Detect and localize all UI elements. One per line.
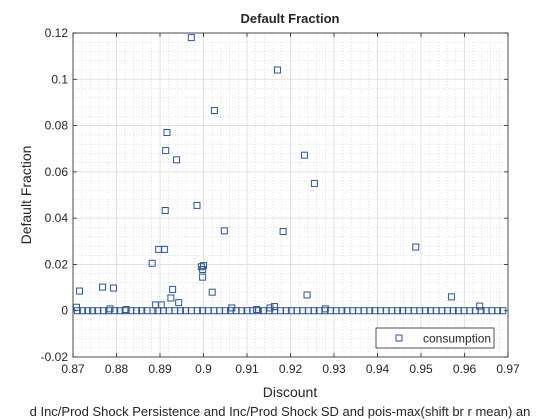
data-point (76, 287, 84, 295)
x-axis-label: Discount (263, 384, 318, 400)
data-point (116, 307, 124, 315)
x-tick-label: 0.9 (195, 362, 212, 376)
y-tick-label: 0.02 (45, 257, 69, 271)
x-tick-label: 0.97 (496, 362, 520, 376)
y-axis-label: Default Fraction (18, 146, 34, 245)
data-point (169, 285, 177, 293)
data-point (99, 283, 107, 291)
data-point (421, 307, 429, 315)
data-point (173, 156, 181, 164)
x-tick-label: 0.94 (366, 362, 390, 376)
data-point (176, 307, 184, 315)
y-tick-label: 0 (61, 304, 68, 318)
y-tick-label: 0.12 (45, 26, 69, 40)
data-point (208, 288, 216, 296)
data-point (160, 245, 168, 253)
x-tick-label: 0.87 (61, 362, 85, 376)
chart-title: Default Fraction (241, 11, 340, 26)
y-tick-label: 0.08 (45, 119, 69, 133)
data-point (99, 307, 107, 315)
data-point (199, 273, 207, 281)
data-point (477, 307, 485, 315)
data-point (163, 129, 171, 137)
data-point (253, 306, 261, 314)
data-point (138, 307, 146, 315)
x-tick-label: 0.95 (409, 362, 433, 376)
y-tick-label: -0.02 (41, 350, 69, 364)
x-tick-label: 0.91 (235, 362, 259, 376)
data-point (366, 307, 374, 315)
data-point (89, 307, 97, 315)
data-point (310, 179, 318, 187)
data-point (300, 151, 308, 159)
data-point (394, 307, 402, 315)
data-point (476, 302, 484, 310)
data-point (161, 207, 169, 215)
data-point (303, 291, 311, 299)
x-tick-label: 0.92 (279, 362, 303, 376)
legend-marker-square (395, 334, 403, 342)
x-tick-label: 0.88 (105, 362, 129, 376)
data-point (162, 147, 170, 155)
data-point (220, 227, 228, 235)
data-point (238, 307, 246, 315)
footer-label: d Inc/Prod Shock Persistence and Inc/Pro… (30, 404, 531, 419)
data-point (84, 307, 92, 315)
data-point (187, 34, 195, 42)
x-tick-label: 0.93 (322, 362, 346, 376)
data-point (270, 303, 278, 311)
y-tick-label: 0.04 (45, 211, 69, 225)
data-point (109, 284, 117, 292)
data-point (199, 266, 207, 274)
data-point (148, 259, 156, 267)
data-point (254, 307, 262, 315)
data-point (412, 243, 420, 251)
x-tick-label: 0.89 (148, 362, 172, 376)
data-point (149, 307, 157, 315)
data-point (310, 307, 318, 315)
data-point (200, 262, 207, 270)
data-point (494, 307, 502, 315)
data-point (273, 66, 281, 74)
x-tick-label: 0.96 (453, 362, 477, 376)
data-point (221, 307, 229, 315)
legend-box (375, 327, 495, 349)
y-tick-label: 0.06 (45, 165, 69, 179)
data-point (106, 305, 114, 313)
data-point (447, 293, 455, 301)
data-point (79, 307, 87, 315)
data-point (133, 307, 141, 315)
data-point (167, 294, 175, 302)
legend-entry-consumption: consumption (423, 332, 491, 346)
data-point (338, 307, 346, 315)
data-point (449, 307, 457, 315)
data-point (193, 307, 201, 315)
data-point (282, 307, 290, 315)
data-point (193, 201, 201, 209)
data-point (499, 307, 507, 315)
plot-area: 0.87 0.88 0.89 0.9 0.91 0.92 0.93 0.94 0.95 0.96 0… (41, 26, 520, 376)
data-point (279, 228, 287, 236)
y-tick-label: 0.1 (51, 72, 68, 86)
data-point (73, 307, 81, 315)
data-point (111, 307, 119, 315)
data-point (210, 107, 218, 115)
data-point (175, 299, 183, 307)
